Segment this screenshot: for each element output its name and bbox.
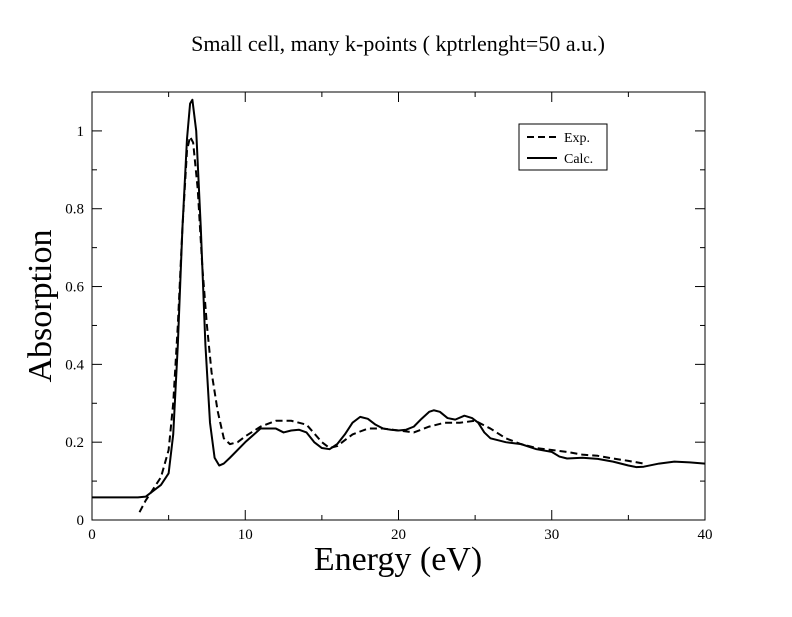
y-tick-label: 0.8: [65, 202, 84, 218]
x-tick-label: 40: [698, 527, 713, 543]
y-tick-label: 0.4: [65, 357, 84, 373]
y-tick-label: 0.2: [65, 435, 84, 451]
axis-ticks: [91, 91, 706, 521]
chart-title: Small cell, many k-points ( kptrlenght=5…: [191, 31, 605, 56]
series-layer: [92, 98, 706, 513]
plot-area-frame: [91, 91, 706, 521]
legend: Exp. Calc.: [518, 123, 608, 171]
x-axis-label: Energy (eV): [314, 541, 482, 578]
y-tick-label: 1: [77, 124, 85, 140]
legend-box: [518, 123, 608, 171]
x-tick-label: 20: [391, 527, 406, 543]
x-tick-label: 0: [88, 527, 96, 543]
y-axis-label: Absorption: [22, 230, 59, 383]
axis-tick-labels: 0 10 20 30 40 0 0.2 0.4 0.6 0.8 1: [65, 124, 712, 543]
legend-label-calc: Calc.: [564, 152, 593, 167]
legend-label-exp: Exp.: [564, 131, 590, 146]
y-tick-label: 0: [77, 513, 85, 529]
x-tick-label: 30: [544, 527, 559, 543]
x-tick-label: 10: [238, 527, 253, 543]
series-line-calc: [92, 98, 706, 499]
y-tick-label: 0.6: [65, 280, 84, 296]
